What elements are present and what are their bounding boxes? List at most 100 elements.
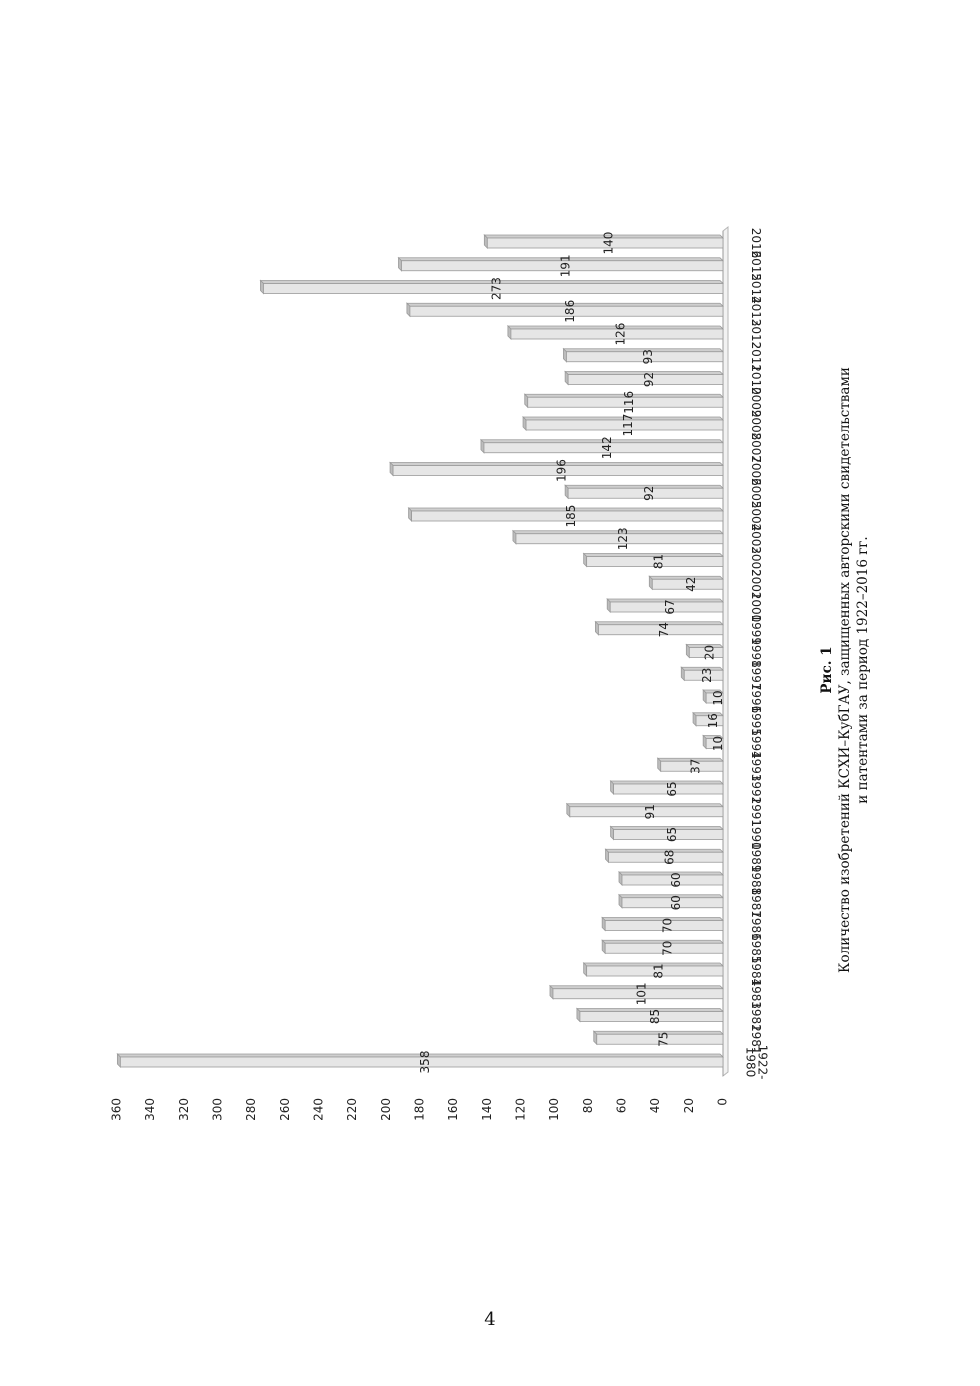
category-label: 2016 [749, 228, 763, 259]
data-label: 116 [622, 391, 636, 414]
axis-group: 0 20 40 60 80 100 120 140 160 180 200 220 240 260 280 3… [110, 225, 730, 1121]
bar [608, 851, 724, 863]
data-label: 81 [651, 554, 665, 569]
data-label: 68 [662, 850, 676, 865]
bar [392, 465, 724, 476]
y-tick-label: 180 [413, 1098, 427, 1121]
bar [586, 965, 724, 977]
bar [586, 556, 724, 567]
page-number: 4 [484, 1309, 496, 1330]
data-label: 92 [642, 486, 656, 501]
bar [609, 601, 724, 613]
data-label: 65 [665, 827, 679, 842]
category-label: 1982 [749, 1001, 763, 1032]
data-label: 185 [564, 505, 578, 528]
labels-group: 358 1922-1980 75 1981 85 1982 101 1983 81 1984 70 1… [418, 228, 769, 1080]
data-label: 75 [656, 1032, 670, 1047]
category-label: 2011 [749, 341, 763, 372]
category-label: 2009 [749, 387, 763, 418]
category-label: 2002 [749, 546, 763, 577]
category-label: 1988 [749, 865, 763, 896]
data-label: 10 [711, 736, 725, 751]
category-label: 1999 [749, 614, 763, 645]
y-tick-label: 340 [143, 1098, 157, 1121]
data-label: 273 [490, 277, 504, 300]
data-label: 10 [711, 690, 725, 705]
data-label: 81 [651, 963, 665, 978]
category-label: 1990 [749, 819, 763, 850]
category-label: 2015 [749, 250, 763, 281]
bar [510, 328, 724, 340]
data-label: 126 [613, 323, 627, 346]
data-label: 42 [684, 577, 698, 592]
y-tick-label: 120 [514, 1098, 528, 1121]
figure-caption: Рис. 1 Количество изобретений КСХИ–КубГА… [818, 290, 872, 1050]
data-label: 358 [418, 1051, 432, 1074]
data-label: 140 [602, 232, 616, 255]
y-tick-label: 40 [648, 1098, 662, 1113]
data-label: 70 [661, 941, 675, 956]
category-label: 1984 [749, 956, 763, 987]
y-tick-label: 100 [547, 1098, 561, 1121]
bar [401, 260, 724, 272]
category-label: 1996 [749, 683, 763, 714]
bar [486, 237, 724, 249]
data-label: 85 [648, 1009, 662, 1024]
bar [569, 806, 724, 818]
bar [552, 988, 724, 1000]
bar [566, 351, 724, 363]
bar [613, 829, 724, 840]
data-label: 67 [663, 599, 677, 614]
data-label: 191 [559, 254, 573, 277]
bar [621, 874, 724, 886]
data-label: 142 [600, 436, 614, 459]
bar [567, 487, 724, 499]
bar [483, 442, 724, 454]
caption-line-2: и патентами за период 1922–2016 гг. [855, 536, 871, 804]
category-label: 1994 [749, 728, 763, 759]
bar [613, 783, 724, 795]
bar [705, 692, 724, 704]
bar [604, 920, 724, 931]
category-label: 2006 [749, 455, 763, 486]
category-label: 1991 [749, 796, 763, 827]
bar [705, 738, 724, 749]
data-label: 117 [621, 414, 635, 437]
y-tick-label: 320 [177, 1098, 191, 1121]
y-tick-label: 20 [682, 1098, 696, 1113]
bars-group [116, 234, 724, 1068]
category-label: 1922-1980 [743, 1045, 769, 1080]
bar [263, 283, 724, 294]
y-tick-label: 300 [211, 1098, 225, 1121]
bar [651, 578, 724, 590]
y-tick-label: 260 [278, 1098, 292, 1121]
category-label: 2001 [749, 569, 763, 600]
category-label: 1995 [749, 705, 763, 736]
category-label: 1985 [749, 933, 763, 964]
data-label: 186 [563, 300, 577, 323]
y-tick-label: 240 [312, 1098, 326, 1121]
category-label: 1993 [749, 751, 763, 782]
y-tick-label: 60 [615, 1098, 629, 1113]
bar [411, 510, 724, 522]
data-label: 74 [657, 622, 671, 637]
category-label: 2005 [749, 478, 763, 509]
bar [604, 942, 724, 954]
data-label: 16 [706, 713, 720, 728]
bar [688, 647, 724, 658]
category-label: 2000 [749, 592, 763, 623]
y-tick-label: 360 [110, 1098, 124, 1121]
data-label: 23 [700, 668, 714, 683]
category-label: 1998 [749, 637, 763, 668]
category-label: 1983 [749, 978, 763, 1009]
category-label: 2012 [749, 319, 763, 350]
bar [409, 305, 724, 317]
bar [527, 396, 724, 408]
y-tick-label: 200 [379, 1098, 393, 1121]
bar [695, 715, 724, 727]
bar [621, 897, 724, 909]
caption-line-1: Количество изобретений КСХИ–КубГАУ, защи… [837, 367, 853, 973]
category-label: 2014 [749, 273, 763, 304]
data-label: 92 [642, 372, 656, 387]
